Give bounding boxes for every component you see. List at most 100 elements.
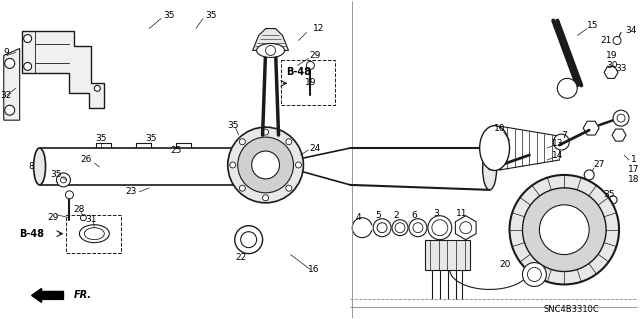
Text: 16: 16 [308, 265, 319, 274]
Polygon shape [612, 129, 626, 141]
Text: 8: 8 [29, 162, 35, 172]
Text: 12: 12 [313, 24, 324, 33]
Polygon shape [22, 31, 104, 108]
Text: 15: 15 [588, 21, 599, 30]
Text: 29: 29 [48, 213, 60, 222]
Circle shape [617, 114, 625, 122]
Circle shape [4, 58, 15, 68]
Circle shape [262, 195, 269, 201]
Circle shape [613, 110, 629, 126]
Circle shape [239, 139, 245, 145]
Text: 19: 19 [305, 78, 316, 87]
Text: 7: 7 [561, 130, 567, 140]
Ellipse shape [34, 148, 45, 185]
Text: 20: 20 [499, 260, 510, 269]
Circle shape [490, 138, 509, 158]
Text: 35: 35 [205, 11, 216, 20]
Text: 25: 25 [170, 145, 182, 154]
FancyBboxPatch shape [425, 240, 470, 270]
Ellipse shape [257, 43, 285, 57]
Circle shape [432, 220, 448, 236]
Polygon shape [4, 48, 20, 120]
Polygon shape [253, 29, 289, 50]
Circle shape [61, 177, 67, 183]
Ellipse shape [79, 225, 109, 243]
Text: 30: 30 [606, 61, 618, 70]
Text: 27: 27 [593, 160, 605, 169]
Text: 35: 35 [51, 170, 62, 179]
Text: SNC4B3310C: SNC4B3310C [543, 305, 599, 314]
Circle shape [228, 127, 303, 203]
Circle shape [286, 185, 292, 191]
Circle shape [392, 220, 408, 236]
Circle shape [230, 162, 236, 168]
Circle shape [237, 137, 294, 193]
Ellipse shape [483, 148, 497, 190]
Circle shape [613, 37, 621, 45]
Circle shape [241, 232, 257, 248]
Circle shape [56, 173, 70, 187]
Text: 5: 5 [375, 211, 381, 220]
Circle shape [373, 219, 391, 237]
Circle shape [522, 188, 606, 271]
Circle shape [4, 105, 15, 115]
Ellipse shape [84, 228, 104, 240]
Circle shape [413, 223, 423, 233]
Text: 23: 23 [125, 187, 137, 197]
Circle shape [307, 62, 314, 70]
Text: 29: 29 [310, 51, 321, 60]
Bar [67, 215, 121, 253]
Text: 34: 34 [625, 26, 637, 35]
Circle shape [557, 78, 577, 98]
Text: 1: 1 [631, 155, 637, 165]
Text: 35: 35 [227, 121, 239, 130]
Circle shape [377, 223, 387, 233]
Text: B-48: B-48 [19, 229, 44, 239]
Circle shape [409, 219, 427, 237]
Text: 33: 33 [615, 64, 627, 73]
Text: 3: 3 [433, 209, 439, 218]
Circle shape [428, 216, 452, 240]
Text: 2: 2 [393, 211, 399, 220]
Circle shape [584, 170, 594, 180]
Text: B-48: B-48 [286, 67, 311, 78]
Bar [280, 60, 335, 105]
Text: 35: 35 [163, 11, 175, 20]
Text: 11: 11 [456, 209, 467, 218]
Circle shape [262, 129, 269, 135]
Text: 10: 10 [494, 124, 506, 133]
Circle shape [395, 223, 405, 233]
Text: 4: 4 [355, 213, 361, 222]
Circle shape [24, 34, 31, 42]
Text: 31: 31 [86, 215, 97, 224]
Circle shape [239, 185, 245, 191]
Circle shape [509, 175, 619, 285]
Circle shape [554, 134, 569, 150]
Text: 28: 28 [74, 205, 85, 214]
Text: 35: 35 [145, 134, 157, 143]
FancyArrow shape [31, 288, 63, 302]
Text: 13: 13 [552, 138, 563, 148]
Circle shape [235, 226, 262, 254]
Circle shape [609, 196, 617, 204]
Ellipse shape [479, 126, 509, 170]
Circle shape [296, 162, 301, 168]
Text: 24: 24 [310, 144, 321, 152]
Text: 9: 9 [4, 48, 10, 57]
Circle shape [527, 268, 541, 281]
Circle shape [522, 263, 547, 286]
Text: 21: 21 [600, 36, 612, 45]
Text: FR.: FR. [74, 290, 92, 300]
Text: 35: 35 [95, 134, 107, 143]
Circle shape [252, 151, 280, 179]
Circle shape [24, 63, 31, 70]
Polygon shape [604, 66, 618, 78]
Text: 19: 19 [606, 51, 618, 60]
Circle shape [286, 139, 292, 145]
Circle shape [81, 215, 86, 221]
Text: 35: 35 [604, 190, 615, 199]
Text: 26: 26 [81, 155, 92, 165]
Text: 17: 17 [628, 166, 640, 174]
Text: 18: 18 [628, 175, 640, 184]
Circle shape [460, 222, 472, 234]
